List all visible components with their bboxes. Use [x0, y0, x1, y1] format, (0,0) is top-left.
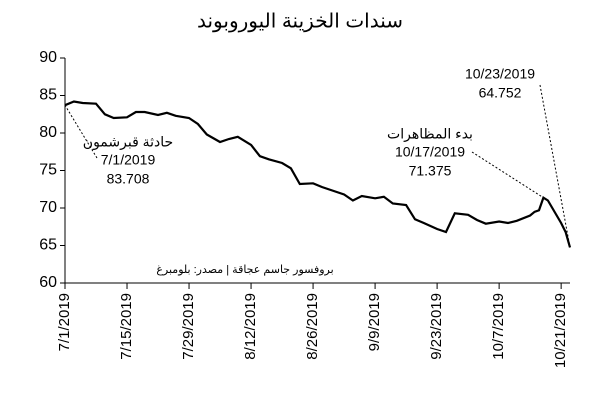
annotation-date: 10/23/2019 — [465, 66, 535, 82]
annotation-date: 7/1/2019 — [101, 152, 156, 168]
x-tick-label: 7/29/2019 — [180, 293, 197, 360]
y-tick-label: 85 — [39, 87, 57, 104]
x-tick-label: 9/9/2019 — [366, 293, 383, 351]
annotation-label: بدء المظاهرات — [387, 126, 473, 143]
x-tick-label: 7/1/2019 — [56, 293, 73, 351]
x-tick-label: 9/23/2019 — [428, 293, 445, 360]
x-tick-label: 7/15/2019 — [118, 293, 135, 360]
annotation-value: 83.708 — [107, 171, 150, 187]
annotation-leader — [471, 151, 544, 199]
y-tick-label: 75 — [39, 162, 57, 179]
annotation-leader — [539, 84, 571, 248]
x-tick-label: 8/26/2019 — [304, 293, 321, 360]
y-tick-label: 70 — [39, 199, 57, 216]
annotation-value: 71.375 — [409, 163, 452, 179]
chart-title: سندات الخزينة اليوروبوند — [197, 10, 403, 32]
line — [64, 100, 572, 248]
y-tick-label: 90 — [39, 49, 57, 66]
y-tick-label: 65 — [39, 237, 57, 254]
y-tick-label: 60 — [39, 274, 57, 291]
x-tick-label: 8/12/2019 — [242, 293, 259, 360]
annotation-date: 10/17/2019 — [395, 144, 465, 160]
x-tick-label: 10/21/2019 — [552, 293, 569, 368]
y-tick-label: 80 — [39, 124, 57, 141]
x-tick-label: 10/7/2019 — [490, 293, 507, 360]
annotation-label: حادثة قبرشمون — [83, 134, 173, 151]
annotation-value: 64.752 — [479, 85, 522, 101]
annotation-leader — [64, 104, 98, 159]
source-note: بروفسور جاسم عجاقة | مصدر: بلومبرغ — [156, 264, 333, 276]
